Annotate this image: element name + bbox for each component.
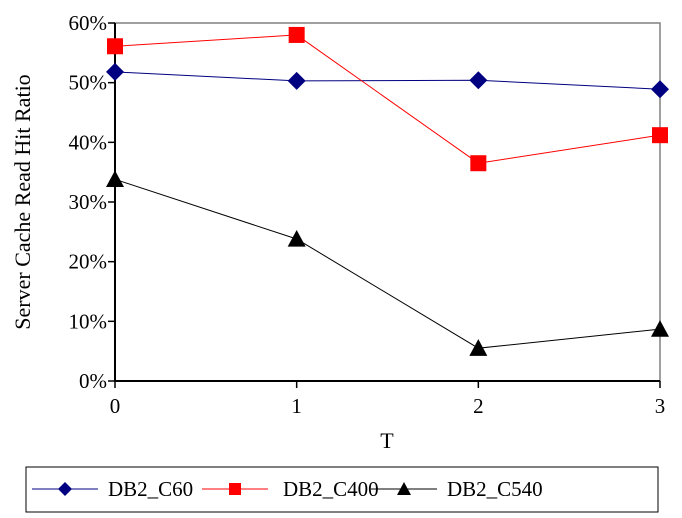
series-line: [114, 178, 661, 349]
y-axis: 0% 10% 20% 30% 40% 50% 60%: [69, 11, 116, 393]
legend-marker-triangle: [397, 482, 411, 495]
legend-marker-square: [229, 483, 241, 495]
y-tick-label: 20%: [69, 250, 108, 274]
y-tick-label: 40%: [69, 130, 108, 154]
legend-marker-diamond: [58, 482, 72, 496]
data-point-square: [107, 38, 123, 55]
x-tick-label: 0: [110, 394, 121, 418]
y-tick-label: 30%: [69, 190, 108, 214]
y-tick-label: 10%: [69, 309, 108, 333]
y-axis-title: Server Cache Read Hit Ratio: [10, 74, 35, 329]
data-point-triangle: [287, 229, 306, 247]
legend-label: DB2_C60: [108, 477, 193, 501]
y-tick-label: 50%: [69, 71, 108, 95]
legend-label: DB2_C400: [283, 477, 379, 501]
series-db2-c540: [106, 170, 669, 356]
x-tick-label: 2: [473, 394, 484, 418]
series-db2-c400: [107, 26, 668, 172]
legend-label: DB2_C540: [447, 477, 543, 501]
plot-area: [114, 22, 661, 382]
legend-box: [25, 466, 659, 513]
x-tick-label: 1: [291, 394, 302, 418]
data-point-square: [652, 127, 668, 144]
x-axis: 0 1 2 3: [110, 380, 666, 418]
legend-item-db2-c540: DB2_C540: [371, 477, 543, 501]
data-point-square: [288, 26, 305, 43]
data-point-diamond: [106, 62, 124, 81]
y-tick-label: 0%: [79, 369, 107, 393]
data-point-diamond: [469, 71, 488, 90]
data-point-diamond: [651, 80, 669, 99]
data-point-triangle: [106, 170, 124, 187]
series-line: [114, 34, 661, 164]
series-db2-c60: [106, 62, 669, 99]
data-point-diamond: [287, 71, 306, 90]
legend-item-db2-c400: DB2_C400: [202, 477, 379, 501]
series-layer: [106, 26, 669, 356]
series-line: [114, 71, 661, 90]
x-tick-label: 3: [655, 394, 666, 418]
data-point-triangle: [469, 339, 488, 356]
y-tick-label: 60%: [69, 11, 108, 35]
data-point-square: [470, 155, 487, 172]
legend-item-db2-c60: DB2_C60: [32, 477, 193, 501]
x-axis-title: T: [380, 428, 394, 453]
legend: DB2_C60 DB2_C400 DB2_C540: [25, 466, 659, 513]
data-point-triangle: [651, 320, 669, 337]
